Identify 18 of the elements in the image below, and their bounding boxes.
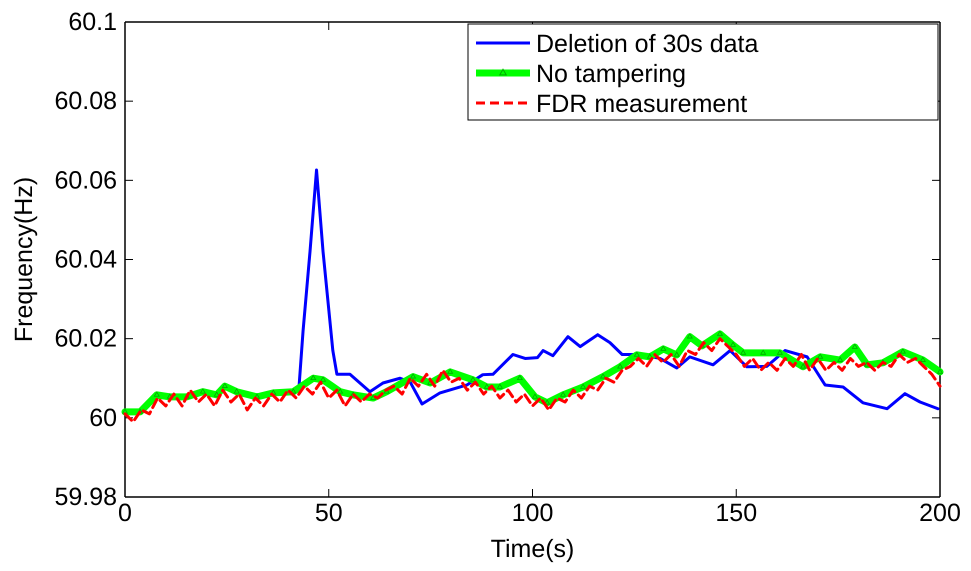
y-tick-label: 59.98 [54,483,117,511]
y-axis-title: Frequency(Hz) [10,176,38,342]
y-tick-label: 60.06 [54,166,117,194]
y-tick-label: 60.08 [54,87,117,116]
y-tick-label: 60.1 [68,8,117,36]
x-axis-title: Time(s) [490,535,574,563]
x-tick-label: 200 [919,498,961,527]
x-tick-label: 150 [715,498,758,527]
legend-label: FDR measurement [536,90,748,118]
legend-label: No tampering [536,60,686,88]
y-tick-label: 60 [89,404,117,432]
x-tick-label: 100 [512,498,554,527]
y-tick-label: 60.02 [54,324,117,353]
x-tick-label: 0 [118,498,132,527]
x-tick-label: 50 [314,498,343,527]
line-series [298,168,940,410]
legend-label: Deletion of 30s data [536,30,758,58]
y-tick-label: 60.04 [54,246,118,274]
